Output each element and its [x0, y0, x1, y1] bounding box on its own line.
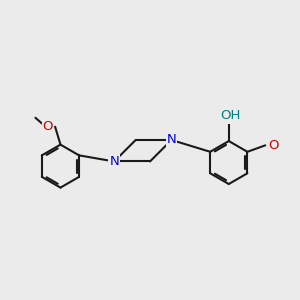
Text: O: O — [268, 139, 278, 152]
Text: N: N — [167, 134, 176, 146]
Text: N: N — [109, 155, 119, 168]
Text: O: O — [43, 120, 53, 133]
Text: OH: OH — [220, 110, 241, 122]
